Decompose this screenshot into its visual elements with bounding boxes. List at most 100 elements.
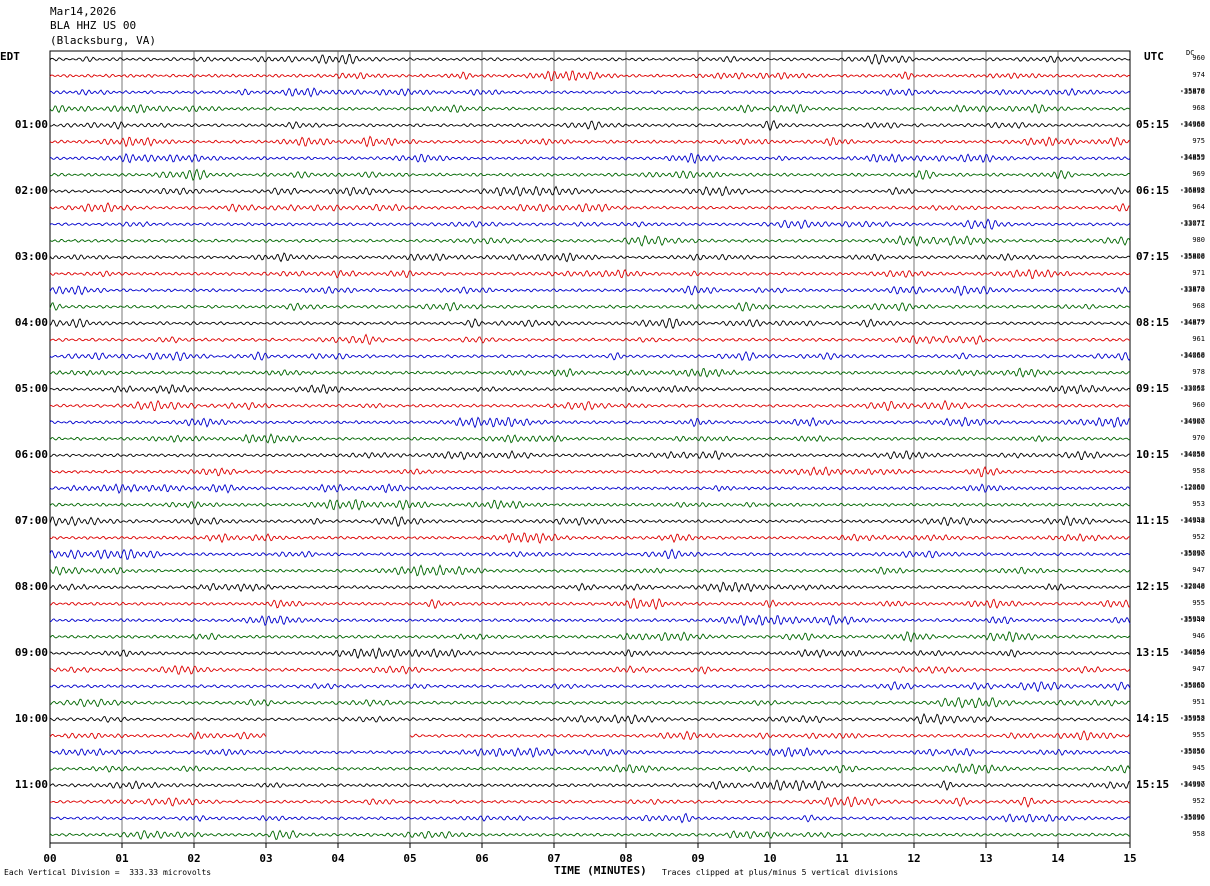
dc-offset-value: -34855 (1179, 153, 1205, 162)
dc-offset-value: -35050 (1179, 747, 1205, 756)
edt-hour-label: 06:00 (14, 448, 48, 462)
seismic-trace (49, 779, 1131, 791)
dc-offset-value: 955 (1192, 598, 1205, 607)
dc-offset-value: -34907 (1179, 417, 1205, 426)
utc-hour-label: 05:15 (1136, 118, 1170, 132)
seismic-trace (49, 713, 1131, 725)
edt-hour-label: 05:00 (14, 382, 48, 396)
utc-hour-label: 15:15 (1136, 778, 1170, 792)
dc-offset-value: -35878 (1179, 87, 1205, 96)
edt-hour-label: 07:00 (14, 514, 48, 528)
dc-offset-value: 968 (1192, 301, 1205, 310)
edt-hour-label: 04:00 (14, 316, 48, 330)
dc-offset-value: -34968 (1179, 120, 1205, 129)
dc-offset-value: -35870 (1179, 87, 1205, 96)
right-timezone-label: UTC (1144, 50, 1164, 63)
dc-offset-value: -35097 (1179, 549, 1205, 558)
dc-offset-value: -34060 (1179, 351, 1205, 360)
seismic-trace (49, 597, 1131, 611)
dc-offset-value: -33055 (1179, 384, 1205, 393)
seismic-trace (49, 681, 1131, 693)
dc-offset-value: 970 (1192, 433, 1205, 442)
plot-frame (49, 50, 1131, 844)
seismic-trace (49, 532, 1131, 544)
seismic-trace (49, 285, 1131, 297)
dc-offset-value: -34948 (1179, 516, 1205, 525)
utc-hour-label: 13:15 (1136, 646, 1170, 660)
dc-offset-value: 947 (1192, 565, 1205, 574)
seismic-trace (49, 812, 1131, 824)
seismic-trace (49, 747, 1131, 758)
dc-offset-value: 960 (1192, 54, 1205, 63)
x-tick-label: 14 (1051, 852, 1065, 865)
seismic-trace (49, 87, 1131, 98)
seismic-trace (49, 53, 1131, 66)
x-axis-title: TIME (MINUTES) (554, 864, 647, 877)
dc-offset-value: -35958 (1179, 714, 1205, 723)
x-tick-label: 02 (187, 852, 201, 865)
dc-offset-value: -35800 (1179, 252, 1205, 261)
seismic-trace (49, 301, 1131, 312)
dc-offset-value: 964 (1192, 202, 1205, 211)
dc-offset-value: -34953 (1179, 516, 1205, 525)
x-tick-label: 08 (619, 852, 633, 865)
seismic-trace (49, 416, 1131, 429)
left-timezone-label: EDT (0, 50, 20, 63)
dc-offset-value: -34054 (1179, 648, 1205, 657)
x-tick-label: 06 (475, 852, 489, 865)
dc-offset-value: 946 (1192, 631, 1205, 640)
dc-offset-value: -34990 (1179, 780, 1205, 789)
dc-offset-value: -36892 (1179, 186, 1205, 195)
dc-offset-value: 952 (1192, 796, 1205, 805)
dc-offset-value: 951 (1192, 697, 1205, 706)
seismic-trace (49, 218, 1131, 230)
dc-offset-value: -34050 (1179, 648, 1205, 657)
seismic-trace (49, 202, 1131, 213)
chart-station: BLA HHZ US 00 (50, 19, 137, 32)
seismic-trace (49, 483, 1131, 494)
chart-location: (Blacksburg, VA) (50, 34, 156, 47)
seismic-trace (49, 614, 1131, 627)
seismic-trace (49, 697, 1131, 709)
seismic-trace (49, 318, 1131, 330)
seismic-trace (49, 829, 1131, 841)
seismic-trace (49, 466, 1131, 478)
dc-offset-value: 980 (1192, 235, 1205, 244)
dc-offset-value: 955 (1192, 730, 1205, 739)
x-tick-label: 13 (979, 852, 993, 865)
utc-hour-label: 09:15 (1136, 382, 1170, 396)
dc-offset-value: -35056 (1179, 747, 1205, 756)
x-tick-label: 03 (259, 852, 273, 865)
seismic-trace (49, 367, 1131, 378)
clip-note: Traces clipped at plus/minus 5 vertical … (662, 868, 899, 877)
dc-offset-value: -33077 (1179, 219, 1205, 228)
x-tick-label: 12 (907, 852, 921, 865)
seismic-trace (49, 796, 1131, 808)
edt-hour-label: 02:00 (14, 184, 48, 198)
edt-hour-label: 09:00 (14, 646, 48, 660)
dc-offset-value: 975 (1192, 136, 1205, 145)
x-tick-label: 09 (691, 852, 705, 865)
seismic-trace (49, 498, 1131, 511)
dc-offset-value: -36898 (1179, 186, 1205, 195)
dc-offset-value: -35096 (1179, 813, 1205, 822)
dc-offset-value: -34960 (1179, 120, 1205, 129)
dc-offset-value: -35944 (1179, 615, 1205, 624)
dc-offset-value: 974 (1192, 70, 1205, 79)
dc-offset-value: 961 (1192, 334, 1205, 343)
seismic-trace (49, 234, 1131, 247)
x-tick-label: 15 (1123, 852, 1137, 865)
dc-offset-value: -33062 (1179, 384, 1205, 393)
utc-hour-label: 06:15 (1136, 184, 1170, 198)
seismic-trace (49, 152, 1131, 165)
seismic-trace (49, 252, 1131, 263)
dc-offset-value: -33071 (1179, 219, 1205, 228)
dc-offset-value: 952 (1192, 532, 1205, 541)
edt-hour-label: 03:00 (14, 250, 48, 264)
x-tick-label: 05 (403, 852, 417, 865)
dc-offset-value: -32040 (1179, 582, 1205, 591)
dc-offset-value: -34879 (1179, 318, 1205, 327)
dc-offset-value: -33870 (1179, 285, 1205, 294)
edt-hour-label: 01:00 (14, 118, 48, 132)
dc-offset-value: 953 (1192, 499, 1205, 508)
